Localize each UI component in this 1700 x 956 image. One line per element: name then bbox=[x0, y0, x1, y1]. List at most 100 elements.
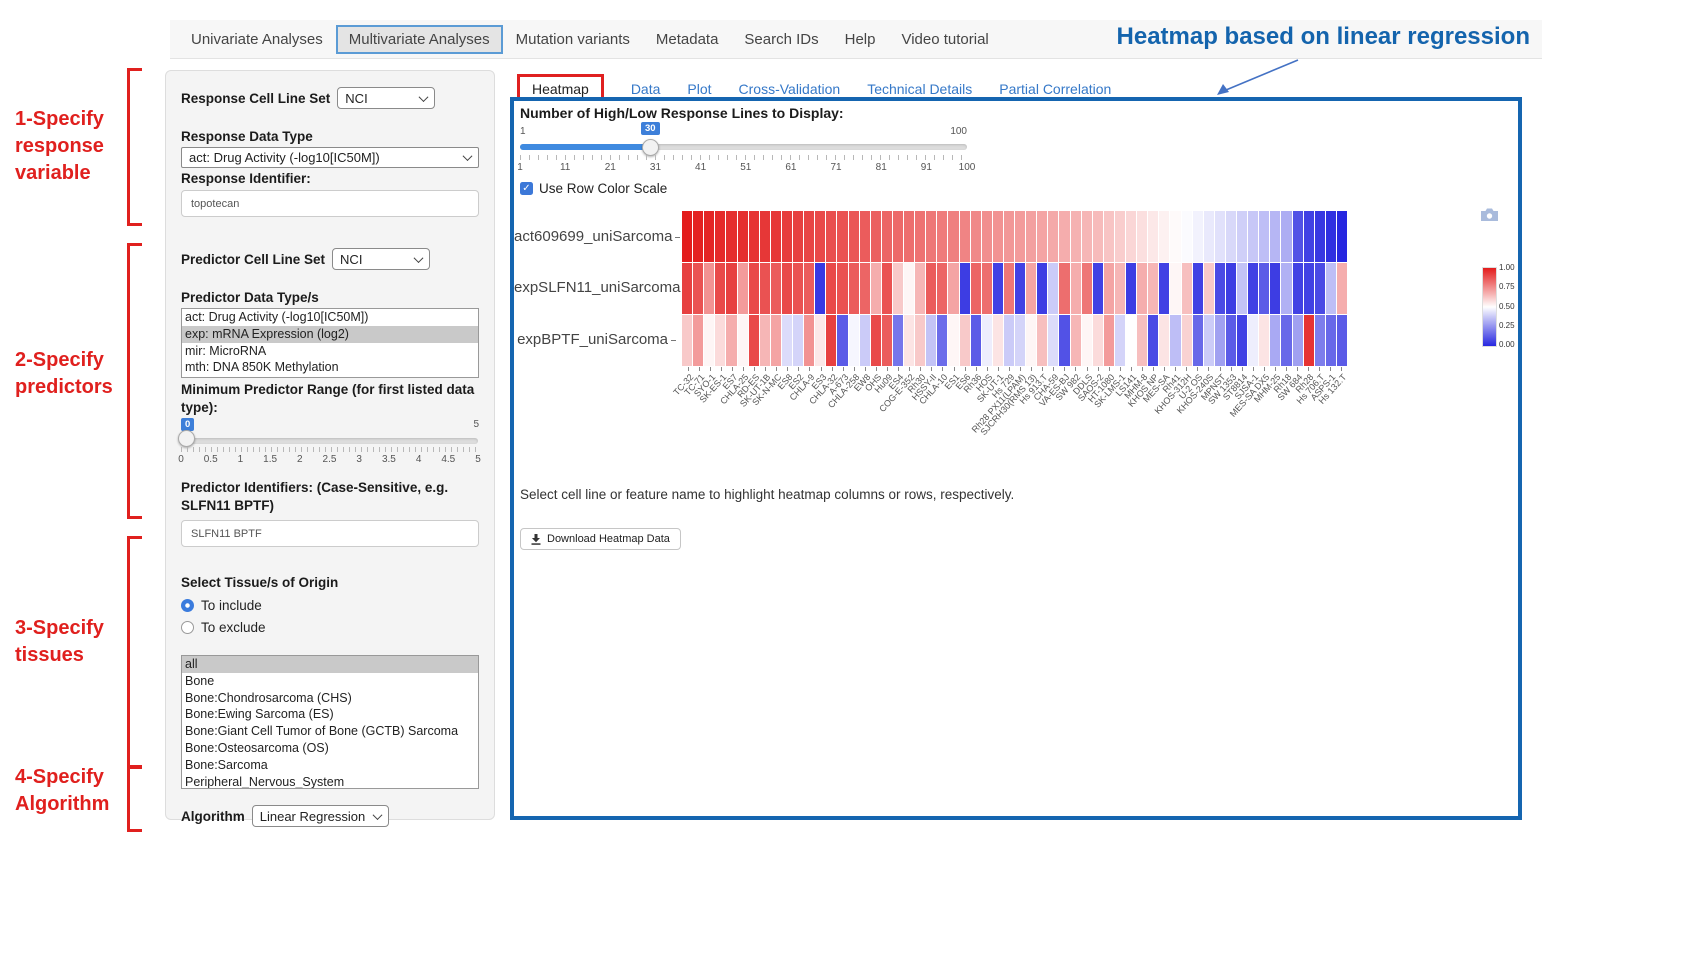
heatmap-cell[interactable] bbox=[937, 263, 948, 314]
heatmap-cell[interactable] bbox=[837, 315, 848, 366]
predictor-identifiers-input[interactable]: SLFN11 BPTF bbox=[181, 520, 479, 547]
heatmap-cell[interactable] bbox=[1026, 211, 1037, 262]
nav-tab-univariate-analyses[interactable]: Univariate Analyses bbox=[191, 30, 323, 48]
tab-technical-details[interactable]: Technical Details bbox=[867, 81, 973, 97]
heatmap-cell[interactable] bbox=[1059, 315, 1070, 366]
heatmap-cell[interactable] bbox=[815, 211, 826, 262]
heatmap-cell[interactable] bbox=[1048, 211, 1059, 262]
heatmap-cell[interactable] bbox=[1214, 263, 1225, 314]
slider-handle[interactable] bbox=[642, 139, 659, 156]
response-data-type-select[interactable]: act: Drug Activity (-log10[IC50M]) bbox=[181, 147, 479, 168]
heatmap-cell[interactable] bbox=[1270, 263, 1281, 314]
heatmap-cell[interactable] bbox=[1092, 263, 1103, 314]
heatmap-cell[interactable] bbox=[1070, 211, 1081, 262]
tissue-option-all[interactable]: all bbox=[182, 656, 478, 673]
heatmap-cell[interactable] bbox=[704, 211, 715, 262]
heatmap-cell[interactable] bbox=[815, 315, 826, 366]
heatmap-cell[interactable] bbox=[1214, 315, 1225, 366]
tab-cross-validation[interactable]: Cross-Validation bbox=[738, 81, 841, 97]
heatmap-cell[interactable] bbox=[1237, 211, 1248, 262]
heatmap-cell[interactable] bbox=[1292, 263, 1303, 314]
tissue-option-bone-chondrosarcoma-chs[interactable]: Bone:Chondrosarcoma (CHS) bbox=[185, 690, 352, 705]
heatmap-cell[interactable] bbox=[1325, 315, 1336, 366]
heatmap-cell[interactable] bbox=[1270, 211, 1281, 262]
tissue-option-bone-osteosarcoma-os[interactable]: Bone:Osteosarcoma (OS) bbox=[185, 740, 329, 755]
heatmap-cell[interactable] bbox=[1248, 315, 1259, 366]
heatmap-cell[interactable] bbox=[1203, 211, 1214, 262]
heatmap-cell[interactable] bbox=[826, 315, 837, 366]
heatmap-cell[interactable] bbox=[848, 211, 859, 262]
heatmap-cell[interactable] bbox=[804, 263, 815, 314]
heatmap-cell[interactable] bbox=[904, 211, 915, 262]
tissue-option-bone-giant-cell-tumor-of-bone-gctb-sarcoma[interactable]: Bone:Giant Cell Tumor of Bone (GCTB) Sar… bbox=[185, 724, 459, 739]
heatmap-cell[interactable] bbox=[870, 315, 881, 366]
heatmap-cell[interactable] bbox=[1325, 263, 1336, 314]
camera-icon[interactable] bbox=[1480, 207, 1499, 222]
heatmap-cell[interactable] bbox=[1314, 211, 1325, 262]
heatmap-cell[interactable] bbox=[837, 263, 848, 314]
nav-tab-mutation-variants[interactable]: Mutation variants bbox=[515, 30, 630, 48]
heatmap-cell[interactable] bbox=[1003, 263, 1014, 314]
heatmap-cell[interactable] bbox=[1259, 315, 1270, 366]
heatmap-cell[interactable] bbox=[1026, 263, 1037, 314]
heatmap-cell[interactable] bbox=[715, 211, 726, 262]
heatmap-cell[interactable] bbox=[1103, 263, 1114, 314]
heatmap-cell[interactable] bbox=[970, 263, 981, 314]
heatmap-cell[interactable] bbox=[926, 211, 937, 262]
heatmap-cell[interactable] bbox=[892, 315, 903, 366]
heatmap-cell[interactable] bbox=[1037, 211, 1048, 262]
heatmap-cell[interactable] bbox=[804, 315, 815, 366]
heatmap-cell[interactable] bbox=[1248, 211, 1259, 262]
heatmap-cell[interactable] bbox=[1336, 315, 1347, 366]
heatmap-cell[interactable] bbox=[1126, 211, 1137, 262]
heatmap-cell[interactable] bbox=[859, 315, 870, 366]
heatmap-cell[interactable] bbox=[815, 263, 826, 314]
heatmap-cell[interactable] bbox=[770, 263, 781, 314]
heatmap-cell[interactable] bbox=[759, 263, 770, 314]
heatmap-row-label[interactable]: expSLFN11_uniSarcoma bbox=[514, 279, 681, 296]
algorithm-select[interactable]: Linear Regression bbox=[251, 805, 390, 827]
heatmap-cell[interactable] bbox=[881, 315, 892, 366]
heatmap-cell[interactable] bbox=[1292, 315, 1303, 366]
heatmap-cell[interactable] bbox=[781, 315, 792, 366]
heatmap-cell[interactable] bbox=[1214, 211, 1225, 262]
heatmap-row-label[interactable]: expBPTF_uniSarcoma bbox=[514, 330, 676, 350]
heatmap-cell[interactable] bbox=[1048, 263, 1059, 314]
heatmap-cell[interactable] bbox=[1015, 315, 1026, 366]
heatmap-cell[interactable] bbox=[1225, 211, 1236, 262]
download-heatmap-data-button[interactable]: Download Heatmap Data bbox=[520, 528, 681, 550]
heatmap-cell[interactable] bbox=[926, 263, 937, 314]
heatmap-cell[interactable] bbox=[859, 263, 870, 314]
response-identifier-input[interactable]: topotecan bbox=[181, 190, 479, 217]
heatmap-cell[interactable] bbox=[737, 315, 748, 366]
heatmap-cell[interactable] bbox=[793, 263, 804, 314]
tab-partial-correlation[interactable]: Partial Correlation bbox=[999, 81, 1112, 97]
heatmap-cell[interactable] bbox=[1237, 263, 1248, 314]
tissue-option-peripheral-nervous-system[interactable]: Peripheral_Nervous_System bbox=[185, 774, 345, 789]
heatmap-cell[interactable] bbox=[1170, 211, 1181, 262]
heatmap-cell[interactable] bbox=[1114, 315, 1125, 366]
heatmap-cell[interactable] bbox=[1303, 263, 1314, 314]
heatmap-cell[interactable] bbox=[892, 211, 903, 262]
heatmap-cell[interactable] bbox=[1248, 263, 1259, 314]
heatmap-cell[interactable] bbox=[1259, 263, 1270, 314]
heatmap-cell[interactable] bbox=[1003, 211, 1014, 262]
heatmap-cell[interactable] bbox=[1314, 315, 1325, 366]
slider-handle[interactable] bbox=[178, 430, 195, 447]
heatmap-cell[interactable] bbox=[970, 211, 981, 262]
heatmap-cell[interactable] bbox=[1037, 315, 1048, 366]
heatmap-cell[interactable] bbox=[948, 263, 959, 314]
heatmap-cell[interactable] bbox=[992, 263, 1003, 314]
heatmap-cell[interactable] bbox=[804, 211, 815, 262]
heatmap-cell[interactable] bbox=[1259, 211, 1270, 262]
heatmap-cell[interactable] bbox=[1015, 211, 1026, 262]
heatmap-cell[interactable] bbox=[1237, 315, 1248, 366]
heatmap-cell[interactable] bbox=[781, 211, 792, 262]
heatmap-row-label[interactable]: act609699_uniSarcoma bbox=[514, 227, 676, 247]
heatmap-cell[interactable] bbox=[859, 211, 870, 262]
heatmap-cell[interactable] bbox=[1336, 263, 1347, 314]
heatmap-cell[interactable] bbox=[1192, 211, 1203, 262]
heatmap-cell[interactable] bbox=[1081, 263, 1092, 314]
heatmap-cell[interactable] bbox=[1114, 263, 1125, 314]
heatmap-cell[interactable] bbox=[1203, 263, 1214, 314]
